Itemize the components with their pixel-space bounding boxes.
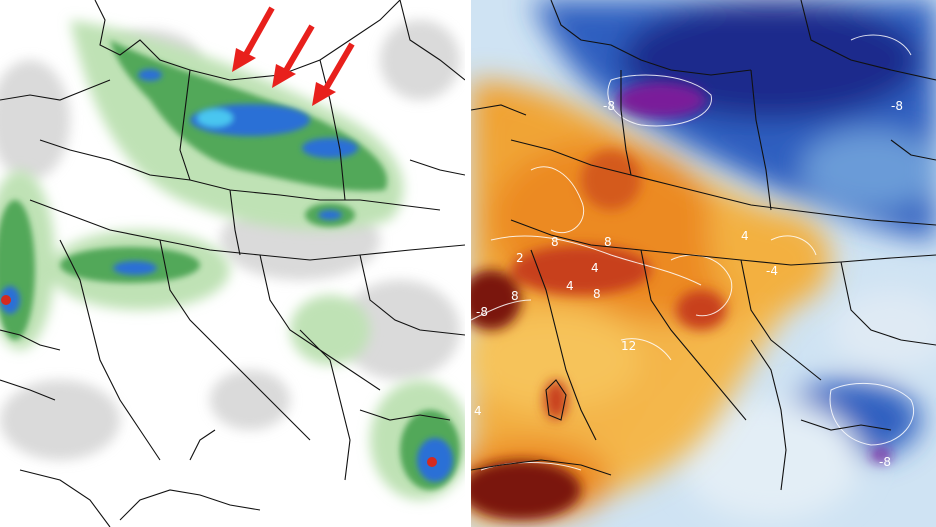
red-arrow-icon	[272, 24, 315, 88]
contour-label: 4	[566, 279, 574, 293]
temp-hot-areas	[471, 150, 726, 520]
contour-label: -8	[879, 455, 891, 469]
contour-label: 8	[551, 235, 559, 249]
contour-label: 8	[604, 235, 612, 249]
contour-label: -8	[891, 99, 903, 113]
contour-label: 4	[474, 404, 482, 418]
temp-cold-areas	[531, 0, 936, 520]
panel-divider	[465, 0, 471, 527]
precip-heavy-areas	[0, 69, 453, 482]
isotherm-lines	[471, 34, 915, 471]
contour-label: 12	[621, 339, 636, 353]
contour-label: 8	[511, 289, 519, 303]
contour-label: 4	[591, 261, 599, 275]
contour-label: 8	[593, 287, 601, 301]
contour-label: -8	[476, 305, 488, 319]
precip-extreme-areas	[1, 295, 437, 467]
contour-label: -4	[766, 264, 778, 278]
country-borders	[471, 0, 936, 491]
contour-label: -8	[603, 99, 615, 113]
red-arrow-icon	[312, 42, 355, 106]
country-borders	[0, 0, 465, 527]
temp-very-cold-areas	[616, 82, 891, 461]
arrow-markers	[232, 6, 355, 106]
precipitation-map	[0, 0, 465, 527]
contour-labels: -8 -8 8 8 4 4 8 2 -8 8 12 4 -4 4 -8	[474, 99, 903, 469]
contour-label: 2	[516, 251, 524, 265]
red-arrow-icon	[232, 6, 275, 72]
contour-label: 4	[741, 229, 749, 243]
temperature-map: -8 -8 8 8 4 4 8 2 -8 8 12 4 -4 4 -8	[471, 0, 936, 527]
